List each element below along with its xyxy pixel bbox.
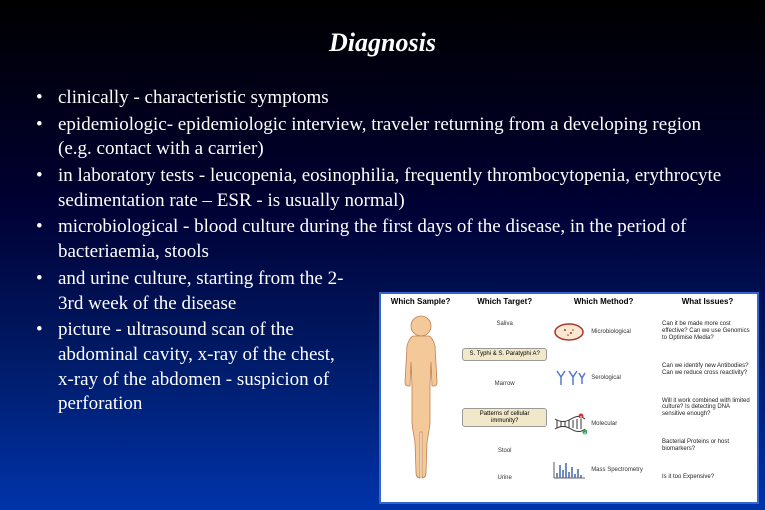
antibody-icon	[551, 367, 587, 389]
slide-title: Diagnosis	[30, 28, 735, 58]
bullet-item: clinically - characteristic symptoms	[30, 86, 735, 111]
header-sample: Which Sample?	[381, 297, 460, 306]
issue-question: Is it too Expensive?	[662, 474, 753, 481]
diagnostic-diagram: Which Sample? Which Target? Which Method…	[379, 292, 759, 504]
spectrum-icon	[551, 459, 587, 481]
issue-question: Bacterial Proteins or host biomarkers?	[662, 439, 753, 453]
method-label: Serological	[591, 375, 621, 381]
diagram-body: Saliva S. Typhi & S. Paratyphi A? Marrow…	[381, 308, 757, 494]
method-label: Molecular	[591, 421, 617, 427]
bullet-item: picture - ultrasound scan of the abdomin…	[30, 318, 350, 417]
issue-question: Can we identify new Antibodies? Can we r…	[662, 363, 753, 377]
method-column: Microbiological Serological	[549, 308, 658, 494]
human-body-icon	[393, 312, 449, 482]
sample-label: Urine	[462, 475, 547, 481]
human-figure-column	[381, 308, 460, 494]
diagram-headers: Which Sample? Which Target? Which Method…	[381, 294, 757, 308]
method-serological: Serological	[551, 367, 656, 389]
header-method: Which Method?	[549, 297, 658, 306]
header-target: Which Target?	[460, 297, 549, 306]
header-issues: What Issues?	[658, 297, 757, 306]
issue-question: Will it work combined with limited cultu…	[662, 398, 753, 419]
sample-label: Marrow	[462, 381, 547, 387]
sample-label: Saliva	[462, 321, 547, 327]
sample-label: Stool	[462, 448, 547, 454]
bullet-item: in laboratory tests - leucopenia, eosino…	[30, 164, 735, 213]
slide-container: Diagnosis clinically - characteristic sy…	[0, 0, 765, 510]
issue-question: Can it be made more cost effective? Can …	[662, 321, 753, 342]
method-microbiological: Microbiological	[551, 321, 656, 343]
target-box: Patterns of cellular immunity?	[462, 408, 547, 427]
issues-column: Can it be made more cost effective? Can …	[658, 308, 757, 494]
method-label: Microbiological	[591, 329, 631, 335]
petri-dish-icon	[551, 321, 587, 343]
method-molecular: R G Molecular	[551, 413, 656, 435]
bullet-item: microbiological - blood culture during t…	[30, 215, 735, 264]
method-label: Mass Spectrometry	[591, 467, 643, 473]
target-column: Saliva S. Typhi & S. Paratyphi A? Marrow…	[460, 308, 549, 494]
target-box: S. Typhi & S. Paratyphi A?	[462, 348, 547, 361]
dna-icon: R G	[551, 413, 587, 435]
bullet-item: epidemiologic- epidemiologic interview, …	[30, 113, 735, 162]
bullet-item: and urine culture, starting from the 2-3…	[30, 267, 350, 316]
method-mass-spec: Mass Spectrometry	[551, 459, 656, 481]
